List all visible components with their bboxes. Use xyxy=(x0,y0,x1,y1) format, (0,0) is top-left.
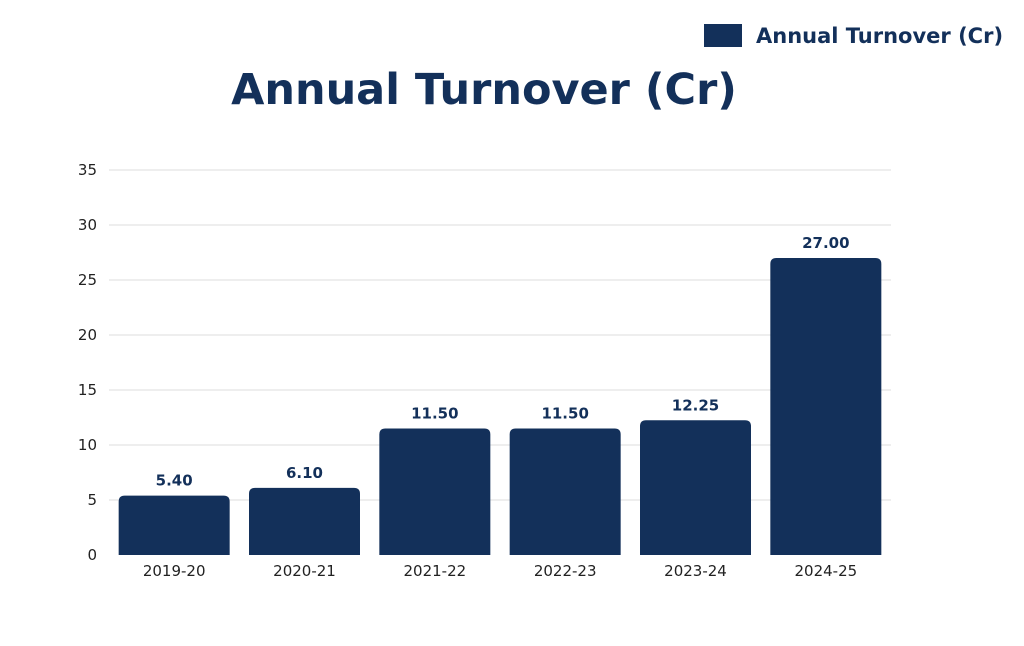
y-tick-label: 20 xyxy=(78,326,97,344)
y-tick-label: 0 xyxy=(87,546,97,564)
data-label-2020-21: 6.10 xyxy=(286,464,323,482)
y-tick-label: 15 xyxy=(78,381,97,399)
data-label-2024-25: 27.00 xyxy=(802,234,849,252)
y-tick-label: 35 xyxy=(78,161,97,179)
data-label-2022-23: 11.50 xyxy=(541,405,588,423)
x-tick-label-2022-23: 2022-23 xyxy=(534,562,597,580)
bar-2022-23 xyxy=(509,428,621,555)
x-tick-label-2019-20: 2019-20 xyxy=(143,562,206,580)
data-label-2023-24: 12.25 xyxy=(672,396,719,414)
x-axis: 2019-20 2020-21 2021-22 2022-23 2023-24 2024-… xyxy=(143,562,857,580)
x-tick-label-2023-24: 2023-24 xyxy=(664,562,727,580)
bar-2021-22 xyxy=(379,428,491,555)
y-tick-label: 5 xyxy=(87,491,97,509)
bar-2023-24 xyxy=(640,420,751,555)
legend-label: Annual Turnover (Cr) xyxy=(756,24,1003,48)
chart-title: Annual Turnover (Cr) xyxy=(231,65,737,115)
data-label-2019-20: 5.40 xyxy=(156,472,193,490)
y-axis: 0 5 10 15 20 25 30 35 xyxy=(78,161,97,564)
legend: Annual Turnover (Cr) xyxy=(704,24,1003,48)
bar-2019-20 xyxy=(118,495,230,555)
x-tick-label-2024-25: 2024-25 xyxy=(794,562,857,580)
y-tick-label: 10 xyxy=(78,436,97,454)
legend-swatch xyxy=(704,24,742,47)
y-tick-label: 30 xyxy=(78,216,97,234)
y-tick-label: 25 xyxy=(78,271,97,289)
grid-lines xyxy=(109,169,891,501)
bar-2020-21 xyxy=(249,487,360,555)
x-tick-label-2021-22: 2021-22 xyxy=(403,562,466,580)
bars xyxy=(118,258,882,555)
data-label-2021-22: 11.50 xyxy=(411,405,458,423)
data-labels: 5.40 6.10 11.50 11.50 12.25 27.00 xyxy=(156,234,850,490)
bar-2024-25 xyxy=(770,258,882,555)
x-tick-label-2020-21: 2020-21 xyxy=(273,562,336,580)
